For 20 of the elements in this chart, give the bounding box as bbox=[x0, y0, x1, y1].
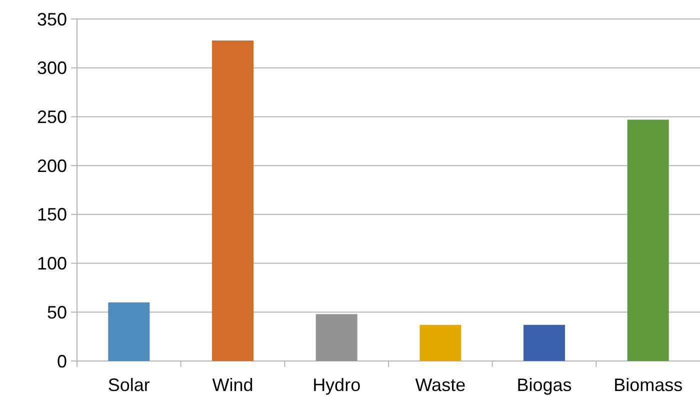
x-tick-label: Biomass bbox=[614, 375, 683, 395]
y-tick-label: 150 bbox=[36, 204, 67, 225]
y-tick-label: 50 bbox=[46, 302, 67, 322]
bar bbox=[627, 120, 669, 361]
y-tick-label: 200 bbox=[36, 156, 67, 176]
bar bbox=[108, 302, 150, 361]
y-tick-label: 100 bbox=[36, 254, 67, 274]
y-tick-label: 350 bbox=[36, 9, 67, 30]
y-tick-label: 250 bbox=[36, 107, 67, 128]
y-tick-label: 0 bbox=[56, 351, 67, 372]
x-tick-label: Waste bbox=[415, 375, 466, 395]
bar bbox=[316, 314, 358, 361]
x-tick-label: Biogas bbox=[516, 375, 572, 395]
bar bbox=[420, 324, 462, 361]
y-tick-label: 300 bbox=[36, 58, 67, 78]
x-tick-label: Solar bbox=[108, 375, 150, 395]
x-tick-label: Hydro bbox=[312, 375, 361, 395]
x-tick-label: Wind bbox=[212, 375, 254, 395]
bar bbox=[523, 324, 566, 361]
bar bbox=[212, 40, 254, 361]
